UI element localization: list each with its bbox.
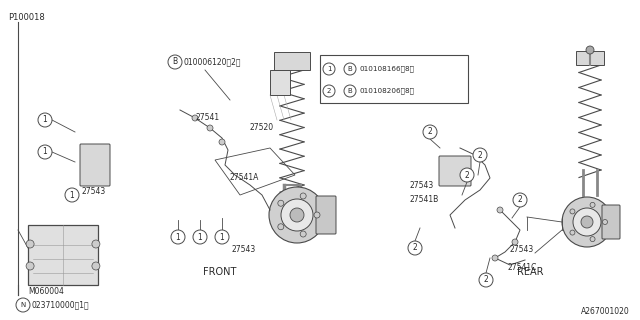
Text: 1: 1	[43, 116, 47, 124]
Text: 2: 2	[465, 171, 469, 180]
Text: 1: 1	[43, 148, 47, 156]
Circle shape	[590, 202, 595, 207]
Text: 010108166（8）: 010108166（8）	[359, 66, 414, 72]
Text: A267001020: A267001020	[581, 308, 630, 316]
Text: B: B	[348, 66, 353, 72]
Circle shape	[512, 239, 518, 245]
Circle shape	[423, 125, 437, 139]
Circle shape	[192, 115, 198, 121]
Circle shape	[323, 85, 335, 97]
Text: 27541: 27541	[196, 114, 220, 123]
Text: REAR: REAR	[516, 267, 543, 277]
Circle shape	[92, 262, 100, 270]
Text: 2: 2	[484, 276, 488, 284]
Text: N: N	[20, 302, 26, 308]
Circle shape	[586, 46, 594, 54]
Circle shape	[573, 208, 601, 236]
Circle shape	[581, 216, 593, 228]
Text: 27541C: 27541C	[507, 263, 536, 273]
Circle shape	[323, 63, 335, 75]
Circle shape	[602, 220, 607, 225]
Circle shape	[278, 200, 284, 206]
Text: 1: 1	[327, 66, 332, 72]
FancyBboxPatch shape	[80, 144, 110, 186]
Circle shape	[300, 231, 306, 237]
Circle shape	[562, 197, 612, 247]
Text: 023710000（1）: 023710000（1）	[31, 300, 88, 309]
Text: 2: 2	[327, 88, 331, 94]
Text: 2: 2	[518, 196, 522, 204]
Circle shape	[215, 230, 229, 244]
Text: 1: 1	[198, 233, 202, 242]
Circle shape	[570, 230, 575, 235]
Circle shape	[497, 207, 503, 213]
Circle shape	[300, 193, 306, 199]
Text: 27543: 27543	[82, 188, 106, 196]
Circle shape	[269, 187, 325, 243]
Text: 010006120（2）: 010006120（2）	[184, 58, 241, 67]
FancyBboxPatch shape	[270, 70, 290, 95]
Circle shape	[65, 188, 79, 202]
Text: 1: 1	[175, 233, 180, 242]
Text: 27543: 27543	[410, 180, 435, 189]
FancyBboxPatch shape	[439, 156, 471, 186]
Text: 010108206（8）: 010108206（8）	[359, 88, 414, 94]
Text: 27543: 27543	[232, 245, 256, 254]
Text: 1: 1	[220, 233, 225, 242]
Circle shape	[193, 230, 207, 244]
Circle shape	[171, 230, 185, 244]
Circle shape	[314, 212, 320, 218]
Text: B: B	[172, 58, 177, 67]
Text: 1: 1	[70, 190, 74, 199]
Circle shape	[513, 193, 527, 207]
Circle shape	[473, 148, 487, 162]
Circle shape	[26, 240, 34, 248]
Text: FRONT: FRONT	[204, 267, 237, 277]
Circle shape	[408, 241, 422, 255]
Circle shape	[290, 208, 304, 222]
Circle shape	[219, 139, 225, 145]
Circle shape	[344, 85, 356, 97]
FancyBboxPatch shape	[576, 51, 604, 65]
Text: 2: 2	[428, 127, 433, 137]
FancyBboxPatch shape	[316, 196, 336, 234]
Circle shape	[590, 236, 595, 242]
Circle shape	[26, 262, 34, 270]
Circle shape	[278, 224, 284, 230]
Text: 27520: 27520	[250, 124, 274, 132]
FancyBboxPatch shape	[28, 225, 98, 285]
Circle shape	[492, 255, 498, 261]
Circle shape	[281, 199, 313, 231]
FancyBboxPatch shape	[274, 52, 310, 70]
Text: M060004: M060004	[28, 287, 64, 297]
Text: 2: 2	[477, 150, 483, 159]
Circle shape	[92, 240, 100, 248]
FancyBboxPatch shape	[602, 205, 620, 239]
Text: 27541A: 27541A	[230, 173, 259, 182]
Circle shape	[344, 63, 356, 75]
Circle shape	[16, 298, 30, 312]
Circle shape	[38, 113, 52, 127]
Circle shape	[479, 273, 493, 287]
Bar	[320, 55, 468, 103]
Circle shape	[207, 125, 213, 131]
Circle shape	[38, 145, 52, 159]
Text: 27543: 27543	[510, 245, 534, 254]
Text: 27541B: 27541B	[410, 196, 439, 204]
Circle shape	[168, 55, 182, 69]
Text: P100018: P100018	[8, 13, 45, 22]
Circle shape	[570, 209, 575, 214]
Text: B: B	[348, 88, 353, 94]
Text: 2: 2	[413, 244, 417, 252]
Circle shape	[460, 168, 474, 182]
